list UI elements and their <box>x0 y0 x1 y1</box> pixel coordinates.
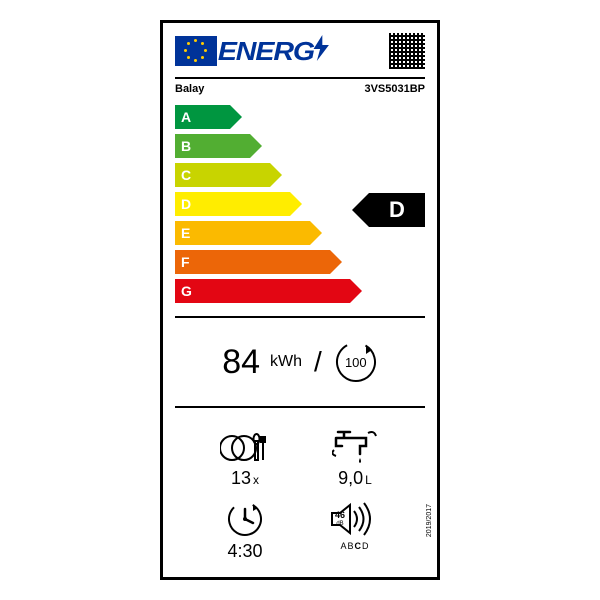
regulation-number: 2019/2017 <box>426 504 433 537</box>
label-header: ENERG <box>175 33 425 69</box>
energy-consumption: 84 kWh / 100 <box>175 324 425 400</box>
duration-spec: 4:30 <box>205 501 285 562</box>
water-tap-icon <box>332 428 378 464</box>
divider <box>175 406 425 408</box>
model-number: 3VS5031BP <box>364 83 425 95</box>
cycles-value: 100 <box>345 355 367 370</box>
eu-flag-icon <box>175 36 217 66</box>
brand-name: Balay <box>175 83 204 95</box>
efficiency-rating-badge: D <box>369 193 425 227</box>
efficiency-class-g: G <box>175 279 425 303</box>
efficiency-scale: D ABCDEFG <box>175 105 425 310</box>
product-info-row: Balay 3VS5031BP <box>175 83 425 95</box>
capacity-spec: 13x <box>205 428 285 489</box>
qr-code-icon <box>389 33 425 69</box>
speaker-icon: 46 dB <box>328 501 382 537</box>
spec-grid: 13x 9,0L <box>175 414 425 562</box>
efficiency-class-c: C <box>175 163 425 187</box>
energy-wordmark: ENERG <box>218 35 332 68</box>
divider <box>175 316 425 318</box>
efficiency-class-f: F <box>175 250 425 274</box>
lightning-bolt-icon <box>312 35 332 68</box>
water-spec: 9,0L <box>315 428 395 489</box>
kwh-value: 84 <box>222 343 260 382</box>
kwh-unit: kWh <box>270 353 302 371</box>
svg-text:46: 46 <box>335 510 345 520</box>
cycles-icon: 100 <box>334 340 378 384</box>
efficiency-class-a: A <box>175 105 425 129</box>
slash-icon: / <box>314 346 322 378</box>
energy-label: ENERG Balay 3VS5031BP D ABCDEFG 84 kWh /… <box>160 20 440 580</box>
divider <box>175 77 425 79</box>
water-value: 9,0L <box>338 468 372 489</box>
place-settings-icon <box>220 428 270 464</box>
svg-text:dB: dB <box>336 521 343 527</box>
noise-spec: 46 dB ABCD <box>315 501 395 562</box>
clock-icon <box>225 501 265 537</box>
noise-class-row: ABCD <box>340 541 369 551</box>
duration-value: 4:30 <box>227 541 262 562</box>
efficiency-class-b: B <box>175 134 425 158</box>
capacity-value: 13x <box>231 468 259 489</box>
